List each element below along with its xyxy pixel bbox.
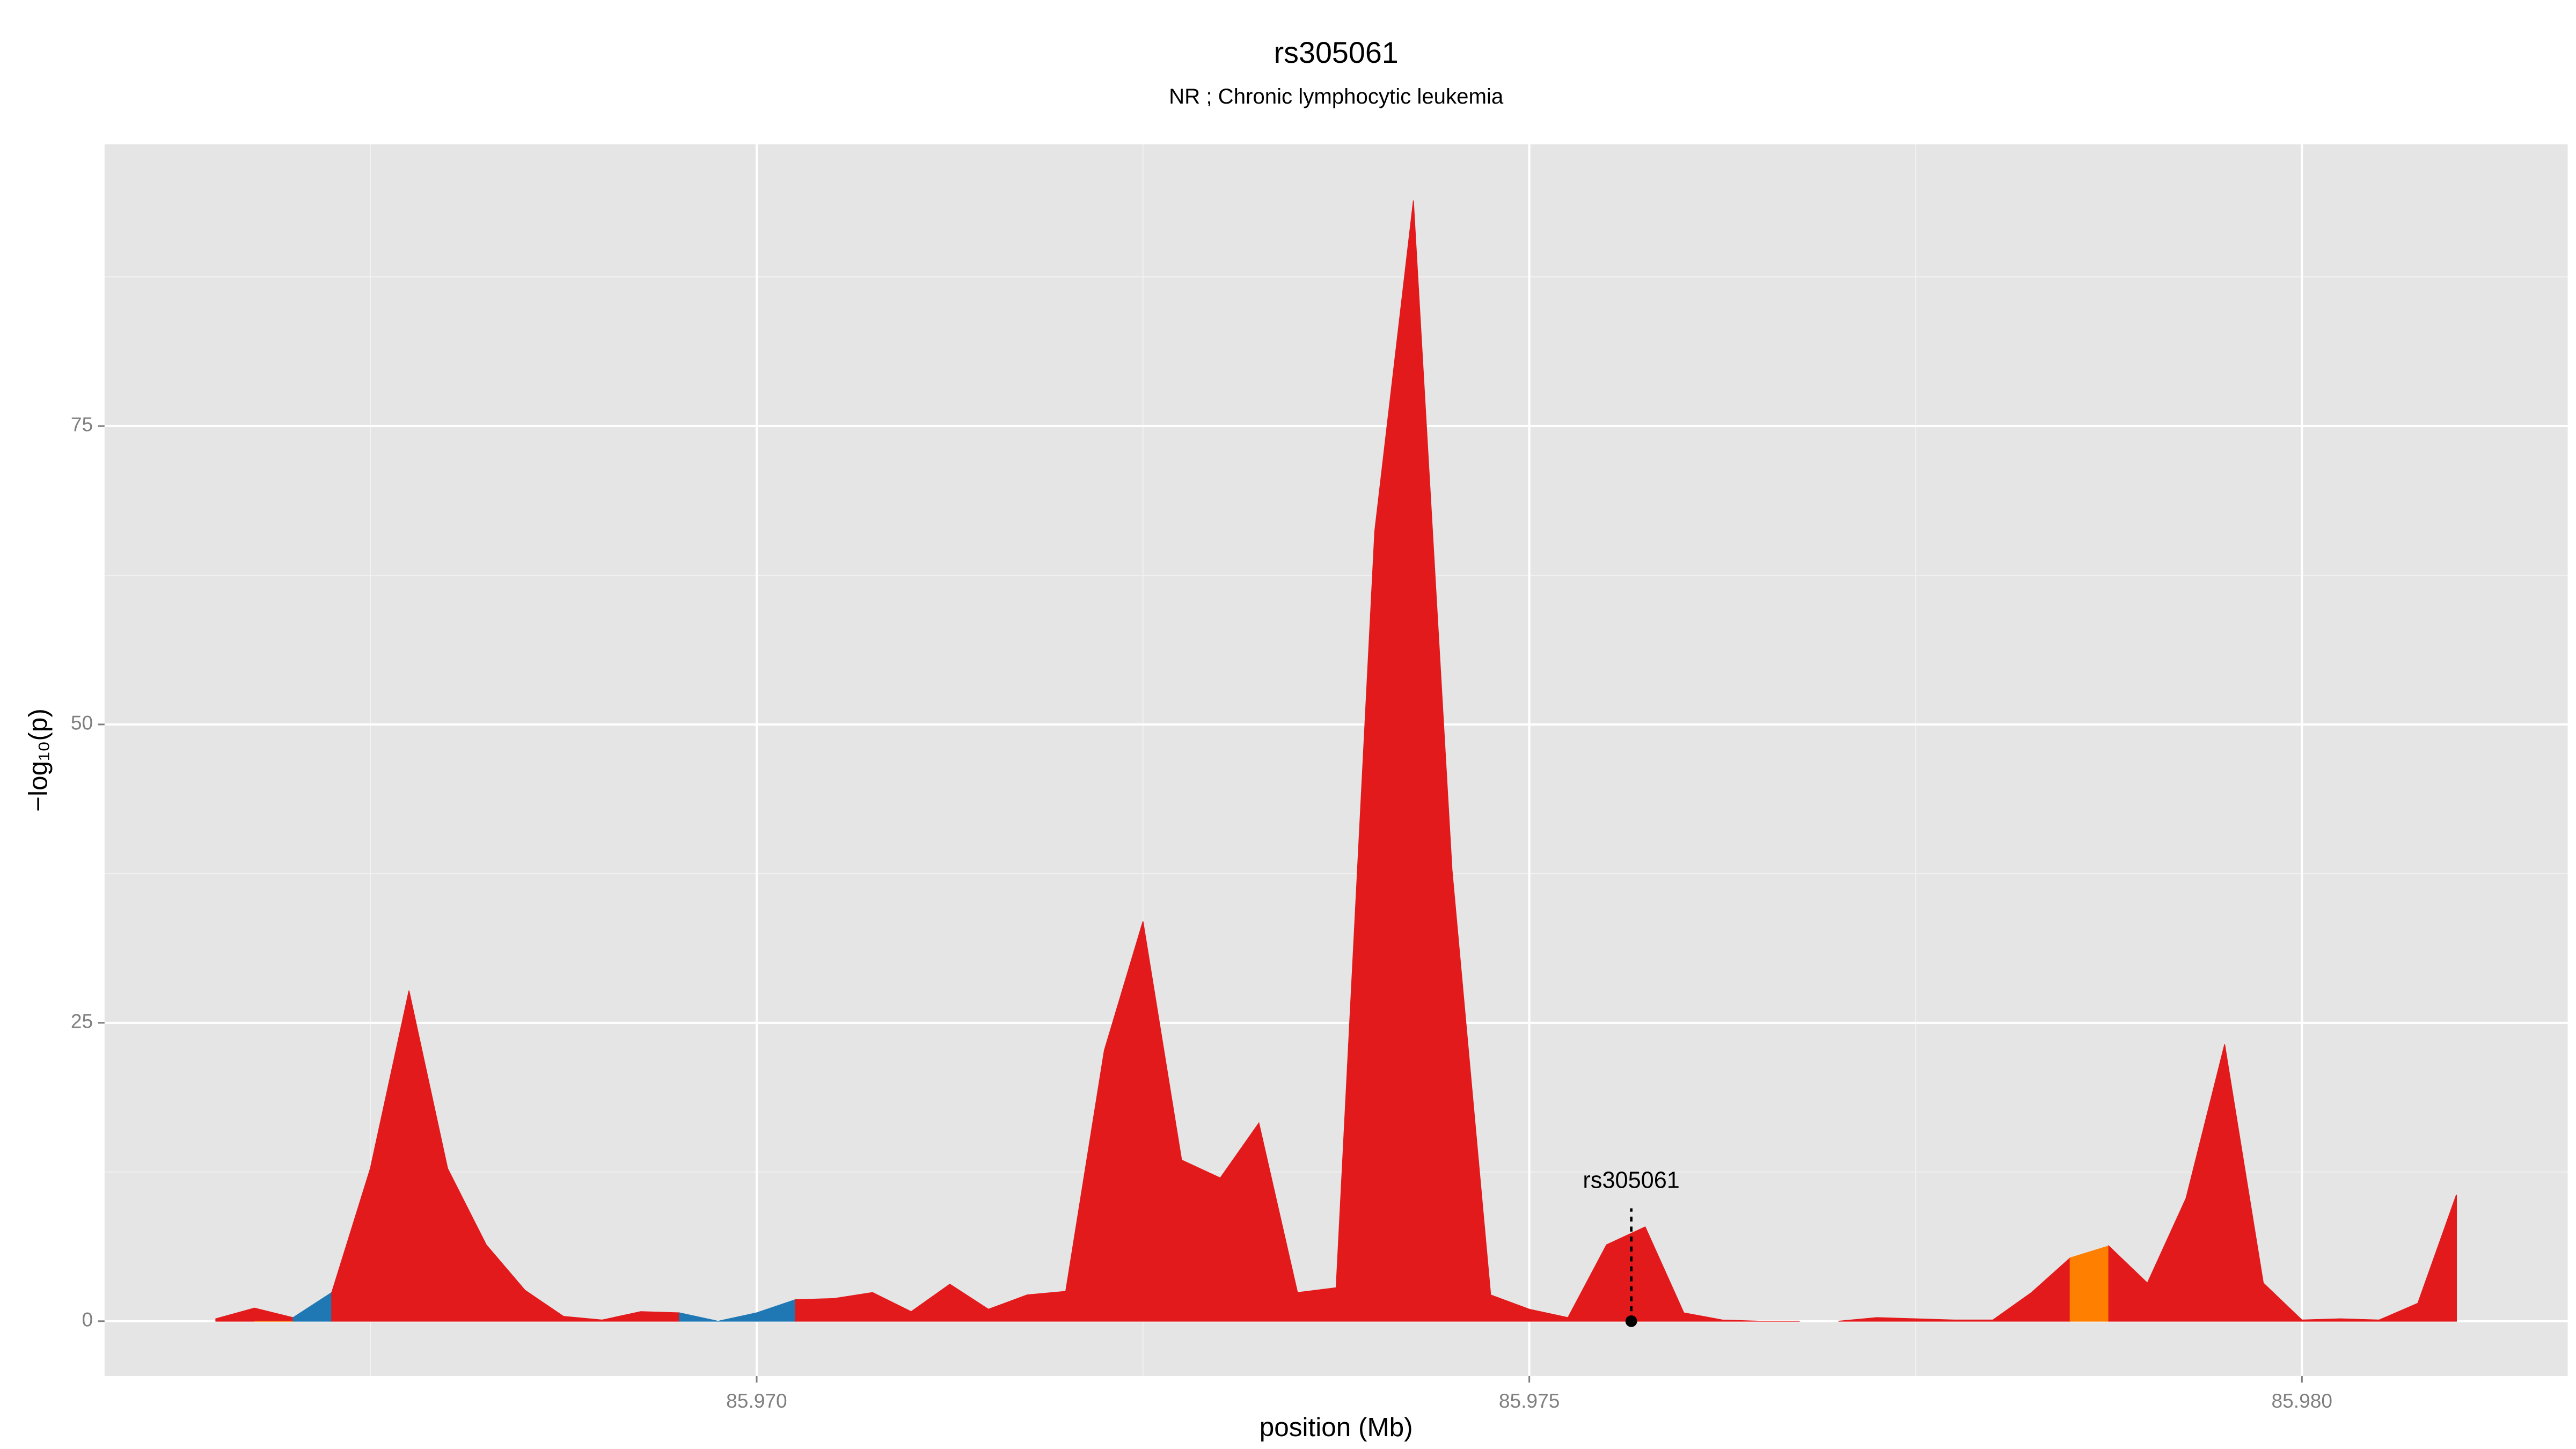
y-axis-label: −log₁₀(p) <box>23 708 53 812</box>
area <box>795 200 1800 1322</box>
y-tick-label: 75 <box>71 413 93 436</box>
marks <box>215 200 2457 1322</box>
x-tick-label: 85.970 <box>726 1389 787 1412</box>
labels: 0 25 50 75 85.970 85.975 85.980 rs305061 <box>71 413 2332 1412</box>
chart-title: rs305061 <box>1274 36 1399 69</box>
chart-subtitle: NR ; Chronic lymphocytic leukemia <box>1169 84 1504 108</box>
x-axis-label: position (Mb) <box>1260 1413 1413 1442</box>
x-tick-label: 85.980 <box>2272 1389 2333 1412</box>
x-tick-label: 85.975 <box>1499 1389 1560 1412</box>
area <box>2069 1245 2110 1322</box>
y-tick-label: 25 <box>71 1010 93 1033</box>
y-tick-label: 0 <box>82 1308 93 1331</box>
y-tick-label: 50 <box>71 712 93 734</box>
annotation-point <box>1625 1315 1637 1327</box>
annotation-label: rs305061 <box>1583 1167 1679 1193</box>
plot-panel <box>104 144 2568 1376</box>
area <box>2108 1044 2457 1322</box>
